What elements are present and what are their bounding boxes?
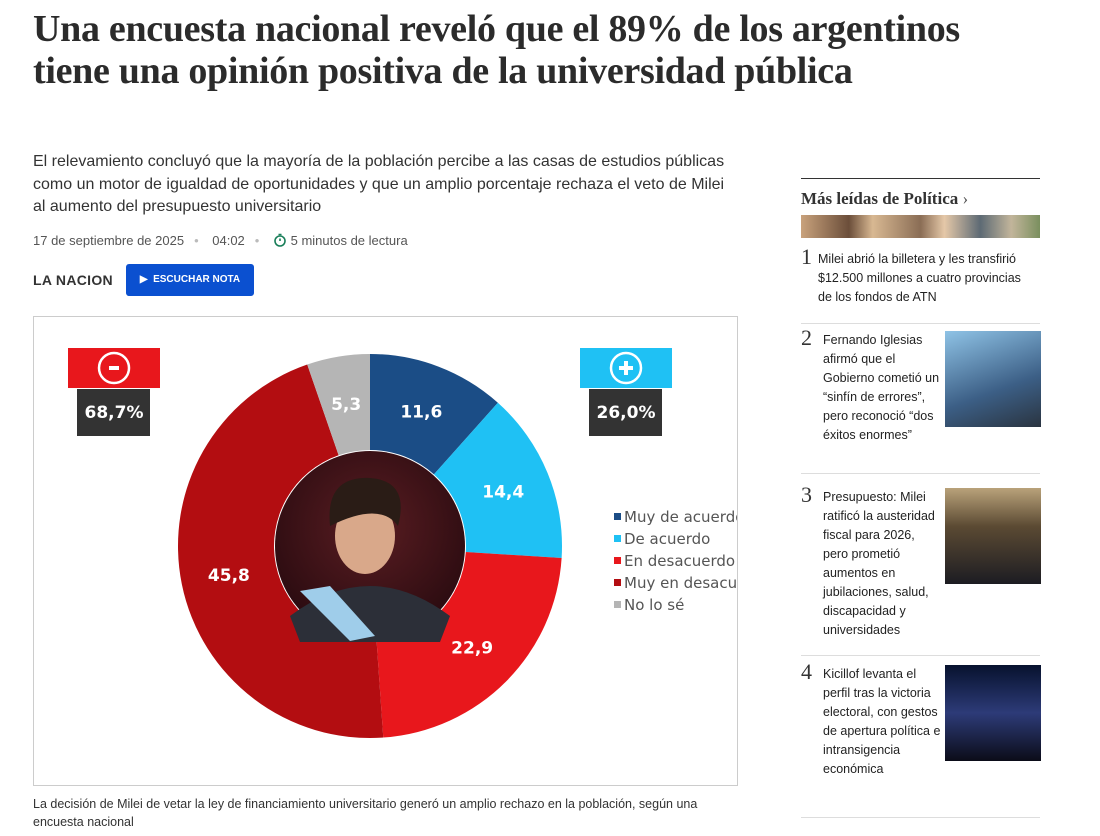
item-text: Presupuesto: Milei ratificó la austerida… bbox=[823, 490, 935, 637]
rank: 2 bbox=[801, 325, 812, 350]
donut-segment bbox=[376, 552, 562, 738]
rank: 4 bbox=[801, 659, 812, 684]
heading-text: Más leídas de Política bbox=[801, 189, 959, 208]
donut-segment bbox=[307, 354, 370, 456]
total-icon bbox=[609, 351, 643, 385]
listen-label: ESCUCHAR NOTA bbox=[153, 274, 241, 285]
reading-time: 5 minutos de lectura bbox=[290, 233, 408, 248]
rank: 3 bbox=[801, 482, 812, 507]
most-read-item[interactable]: 1 Milei abrió la billetera y les transfir… bbox=[801, 244, 1040, 350]
legend-swatch bbox=[614, 535, 621, 542]
figure: 11,6 Muy de acuerdo 14,4 De acuerdo 22,9 En d… bbox=[33, 316, 738, 786]
photo-hair bbox=[329, 477, 401, 526]
donut-segment bbox=[433, 402, 563, 559]
date: 17 de septiembre de 2025 bbox=[33, 233, 185, 248]
caption: La decisión de Milei de vetar la ley de … bbox=[33, 797, 698, 829]
thumbnail bbox=[945, 488, 1041, 584]
legend-label: Muy de acuerdo bbox=[624, 508, 737, 526]
sidebar: Más leídas de Política › bbox=[801, 178, 1040, 238]
most-read-item[interactable]: 2 Fernando Iglesias afirmó que el Gobiern… bbox=[801, 325, 1040, 442]
legend-label: En desacuerdo bbox=[624, 552, 735, 570]
separator bbox=[801, 473, 1040, 474]
total-box bbox=[77, 389, 150, 436]
value-label: 22,9 bbox=[451, 639, 493, 659]
donut-chart: 11,6 Muy de acuerdo 14,4 De acuerdo 22,9 En d… bbox=[68, 348, 737, 738]
legend-swatch bbox=[614, 601, 621, 608]
value-label: 5,3 bbox=[331, 395, 361, 415]
subtitle: El relevamiento concluyó que la mayoría … bbox=[33, 153, 725, 215]
legend-label: De acuerdo bbox=[624, 530, 710, 548]
thumbnail bbox=[945, 665, 1041, 761]
time: 04:02 bbox=[212, 233, 245, 248]
separator bbox=[801, 323, 1040, 324]
total-icon bbox=[97, 351, 131, 385]
donut-segment bbox=[177, 364, 384, 738]
strip-image bbox=[801, 215, 1040, 238]
headline: Una encuesta nacional reveló que el 89% … bbox=[33, 8, 960, 92]
legend-label: Muy en desacuerdo bbox=[624, 574, 737, 592]
item-text: Milei abrió la billetera y les transfiri… bbox=[818, 252, 1021, 304]
total-box bbox=[589, 389, 662, 436]
value-label: 45,8 bbox=[208, 566, 250, 586]
listen-button[interactable]: ▶ ESCUCHAR NOTA bbox=[126, 264, 254, 296]
legend-swatch bbox=[614, 513, 621, 520]
item-text: Fernando Iglesias afirmó que el Gobierno… bbox=[823, 333, 940, 442]
total-label: 68,7% bbox=[85, 403, 144, 423]
brand: LA NACION bbox=[33, 272, 113, 288]
photo-sash bbox=[300, 586, 375, 641]
donut-segment bbox=[370, 354, 498, 475]
timer-icon bbox=[274, 233, 286, 247]
most-read-item[interactable]: 3 Presupuesto: Milei ratificó la austerid… bbox=[801, 482, 1040, 637]
legend-label: No lo sé bbox=[624, 596, 684, 614]
sidebar-heading[interactable]: Más leídas de Política › bbox=[801, 189, 969, 208]
value-label: 11,6 bbox=[400, 402, 442, 422]
meta: 17 de septiembre de 2025 • 04:02 • 5 minut… bbox=[33, 233, 408, 248]
most-read-item[interactable]: 4 Kicillof levanta el perfil tras la vict… bbox=[801, 659, 1040, 776]
legend-swatch bbox=[614, 557, 621, 564]
rank: 1 bbox=[801, 244, 812, 269]
separator bbox=[801, 655, 1040, 656]
value-label: 14,4 bbox=[482, 482, 524, 502]
item-text: Kicillof levanta el perfil tras la victo… bbox=[823, 667, 941, 776]
thumbnail bbox=[945, 331, 1041, 427]
separator bbox=[801, 817, 1040, 818]
total-label: 26,0% bbox=[597, 403, 656, 423]
total-icon-sign bbox=[619, 361, 633, 375]
legend-swatch bbox=[614, 579, 621, 586]
